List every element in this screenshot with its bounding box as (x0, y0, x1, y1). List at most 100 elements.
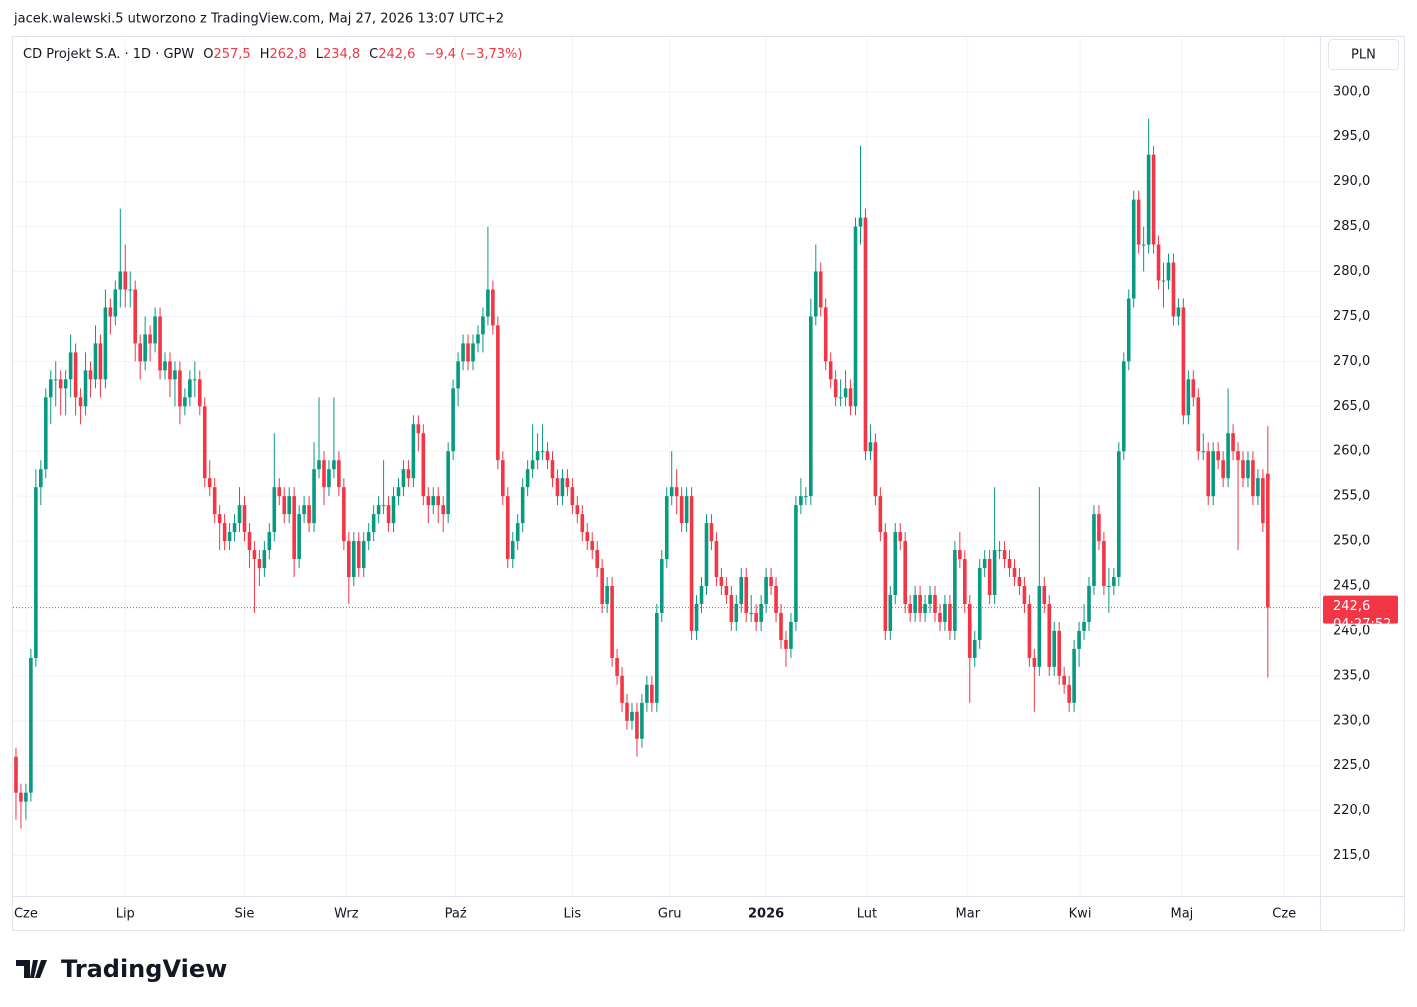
candle-body (1226, 433, 1230, 479)
candle-body (505, 496, 510, 560)
candle-body (113, 289, 118, 317)
candle-body (674, 487, 679, 497)
candle-body (73, 352, 78, 398)
candle-body (615, 657, 619, 676)
candle-body (774, 586, 778, 613)
candle-body (540, 451, 545, 453)
candle-body (14, 756, 18, 793)
candle-body (342, 487, 346, 542)
y-tick-label: 230,0 (1333, 713, 1370, 728)
y-tick-label: 240,0 (1333, 623, 1370, 638)
logo-icon (16, 960, 47, 978)
candle-body (327, 469, 331, 488)
candle-body (555, 478, 560, 497)
candle-body (1211, 451, 1215, 497)
candle-body (659, 559, 664, 613)
candle-body (903, 541, 907, 604)
candle-body (1131, 199, 1136, 299)
candle-body (337, 460, 341, 488)
y-tick-label: 290,0 (1333, 174, 1370, 189)
candle-body (953, 550, 957, 631)
candle-body (356, 541, 361, 569)
candle-body (1022, 586, 1027, 604)
candle-body (1077, 630, 1081, 649)
candle-body (1146, 154, 1151, 245)
candle-body (838, 397, 843, 399)
candle-body (828, 361, 833, 380)
candle-body (525, 469, 530, 488)
candle-body (471, 343, 475, 362)
candle-body (376, 505, 381, 515)
y-tick-label: 255,0 (1333, 489, 1370, 504)
candle-body (188, 379, 192, 398)
candle-body (605, 586, 609, 604)
candle-body (987, 559, 992, 595)
candle-body (833, 379, 838, 398)
candle-body (133, 289, 138, 344)
candle-body (406, 469, 411, 479)
candle-body (689, 496, 694, 631)
candle-body (620, 675, 624, 703)
candle-body (928, 594, 932, 604)
candle-body (426, 496, 431, 506)
candle-body (1151, 154, 1156, 245)
candle-body (83, 370, 88, 407)
countdown: 04:27:52 (1333, 617, 1391, 632)
x-tick-label: Wrz (334, 907, 359, 922)
candle-body (93, 343, 98, 380)
legend-item: −9,4 (−3,73%) (424, 47, 522, 62)
y-tick-label: 220,0 (1333, 803, 1370, 818)
legend-item: 242,6 (378, 47, 415, 62)
candle-body (366, 532, 371, 542)
candle-body (520, 487, 525, 524)
candle-body (227, 532, 232, 542)
candle-body (53, 379, 58, 381)
candle-body (173, 370, 177, 380)
x-tick-label: 2026 (748, 907, 784, 922)
candle-body (1087, 586, 1091, 622)
candle-body (118, 271, 123, 290)
legend-item: L (316, 47, 324, 62)
candle-body (128, 289, 133, 291)
candle-body (967, 603, 972, 658)
candle-body (1112, 577, 1116, 587)
candle-body (1246, 460, 1250, 479)
candle-body (804, 496, 808, 498)
candle-body (853, 226, 858, 407)
candle-body (486, 289, 490, 317)
candle-body (297, 514, 301, 560)
candle-body (1102, 541, 1106, 587)
x-tick-label: Lut (857, 907, 877, 922)
candle-body (257, 559, 262, 569)
x-tick-label: Kwi (1069, 907, 1092, 922)
candle-body (496, 325, 500, 461)
legend-item: 257,5 (213, 47, 250, 62)
candle-body (739, 577, 744, 604)
candle-body (202, 406, 207, 479)
candle-body (1042, 586, 1047, 604)
candle-body (550, 460, 555, 479)
candle-body (630, 711, 634, 721)
candle-body (1186, 379, 1191, 416)
candle-body (699, 586, 704, 604)
candle-body (893, 532, 898, 595)
candle-body (1002, 550, 1007, 560)
candle-body (193, 379, 197, 381)
candle-body (640, 702, 644, 739)
y-tick-label: 295,0 (1333, 129, 1370, 144)
candle-body (48, 379, 53, 398)
candle-body (600, 568, 604, 604)
candle-body (1107, 586, 1111, 588)
candle-body (669, 487, 674, 497)
candle-body (183, 397, 187, 407)
currency[interactable]: PLN (1351, 48, 1376, 63)
candle-body (1057, 630, 1061, 676)
currency-button[interactable] (1328, 39, 1399, 70)
y-tick-label: 270,0 (1333, 354, 1370, 369)
candle-body (1037, 586, 1042, 667)
candle-body (759, 603, 763, 622)
candle-body (1241, 460, 1245, 479)
candle-body (1012, 568, 1017, 578)
candle-body (734, 603, 739, 622)
candle-body (709, 523, 714, 542)
